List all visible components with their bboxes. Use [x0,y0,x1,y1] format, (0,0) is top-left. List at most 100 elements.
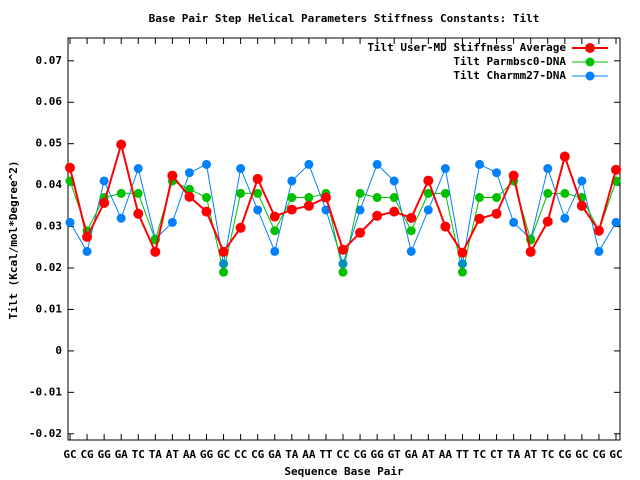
point [457,247,468,258]
y-tick-label: 0 [55,344,62,357]
point [99,176,109,186]
x-tick-label: GC [217,448,230,461]
point [202,159,211,169]
point [82,246,92,256]
point [99,197,110,208]
point [270,246,280,256]
legend-label: Tilt Charmm27-DNA [453,69,566,82]
x-tick-label: CG [592,448,606,461]
point [82,231,93,242]
point [576,200,587,211]
point [560,188,570,198]
point [389,176,399,186]
x-tick-label: CG [353,448,367,461]
point [133,164,143,174]
x-tick-label: CC [336,448,349,461]
x-tick-label: AA [302,448,316,461]
x-tick-label: GC [575,448,588,461]
point [491,208,502,219]
point [65,217,75,227]
point [611,164,621,175]
point [202,193,211,203]
chart-title: Base Pair Step Helical Parameters Stiffn… [149,12,540,25]
x-tick-label: TC [473,448,486,461]
point [594,246,604,256]
point [252,173,263,184]
x-tick-label: GG [371,448,385,461]
point [116,188,126,198]
point [389,206,400,217]
x-axis-label: Sequence Base Pair [284,465,404,478]
point [133,208,144,219]
point [269,211,280,222]
point [372,159,382,169]
point [167,170,178,181]
point [133,188,143,198]
point [559,151,570,162]
x-tick-label: TC [541,448,554,461]
point [611,217,621,227]
legend-marker [585,71,595,81]
point [593,225,604,236]
x-tick-label: TT [456,448,470,461]
x-tick-label: GT [388,448,402,461]
point [509,217,519,227]
point [475,193,484,203]
x-tick-label: CG [558,448,572,461]
point [303,200,314,211]
point [525,246,536,257]
point [116,139,127,150]
x-tick-label: AA [183,448,197,461]
x-tick-label: GA [405,448,419,461]
point [219,259,229,269]
point [475,159,484,169]
point [440,221,451,232]
x-tick-label: GG [200,448,214,461]
point [236,188,246,198]
point [372,193,382,203]
point [492,168,502,178]
point [423,205,433,215]
point [286,204,297,215]
point [218,246,229,257]
x-tick-label: AA [439,448,453,461]
legend-label: Tilt Parmbsc0-DNA [453,55,566,68]
x-tick-label: AT [166,448,180,461]
x-tick-label: GG [98,448,112,461]
point [457,259,467,269]
x-tick-label: TA [507,448,521,461]
x-tick-label: TT [319,448,333,461]
y-tick-label: 0.05 [36,137,63,150]
point [287,176,297,186]
point [65,162,75,173]
y-tick-label: 0.02 [36,261,63,274]
point [474,213,485,224]
point [338,259,348,269]
point [543,188,553,198]
x-tick-label: CG [80,448,94,461]
point [184,168,194,178]
point [253,188,263,198]
point [577,176,587,186]
point [406,246,416,256]
point [355,227,366,238]
point [235,222,246,233]
point [236,164,246,174]
y-tick-label: -0.01 [29,385,62,398]
y-tick-label: 0.06 [36,95,63,108]
point [219,267,229,277]
y-tick-label: 0.03 [36,220,63,233]
point [372,210,383,221]
point [116,213,126,223]
point [508,170,519,181]
point [440,188,450,198]
point [304,193,314,203]
point [338,244,348,255]
point [542,216,553,227]
point [304,159,314,169]
point [150,246,161,257]
legend-marker [585,57,595,67]
x-tick-label: GC [609,448,622,461]
y-tick-label: 0.07 [36,54,63,67]
